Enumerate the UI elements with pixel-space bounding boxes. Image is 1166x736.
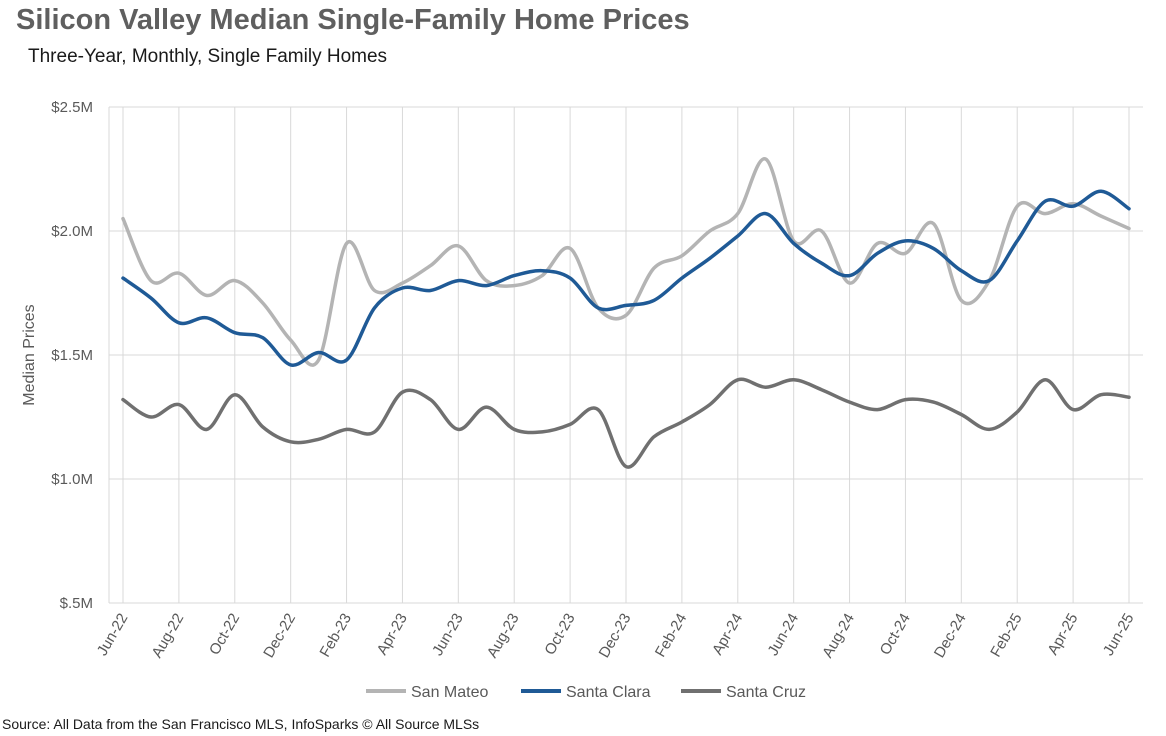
chart-subtitle: Three-Year, Monthly, Single Family Homes xyxy=(28,46,388,67)
x-tick-label: Apr-25 xyxy=(1044,611,1081,658)
gridlines xyxy=(108,106,1143,604)
legend-label-santa-clara: Santa Clara xyxy=(566,684,651,701)
x-tick-label: Oct-23 xyxy=(541,611,578,658)
y-tick-label: $1.0M xyxy=(51,471,93,488)
x-tick-label: Jun-22 xyxy=(94,611,132,659)
chart-title: Silicon Valley Median Single-Family Home… xyxy=(16,4,690,36)
x-axis-ticks: Jun-22 Aug-22 Oct-22 Dec-22 Feb-23 Apr-23 Jun-… xyxy=(94,610,1138,660)
x-tick-label: Aug-23 xyxy=(484,611,523,661)
legend-label-santa-cruz: Santa Cruz xyxy=(726,684,806,701)
legend: San Mateo Santa Clara Santa Cruz xyxy=(366,684,806,701)
x-tick-label: Jun-25 xyxy=(1100,611,1138,659)
series-line-san-mateo xyxy=(121,157,1131,367)
series-line-santa-cruz xyxy=(121,377,1131,469)
series-lines xyxy=(121,157,1131,469)
source-note: Source: All Data from the San Francisco … xyxy=(2,716,480,732)
x-tick-label: Jun-24 xyxy=(764,611,802,659)
x-tick-label: Jun-23 xyxy=(429,611,467,659)
y-tick-label: $2.5M xyxy=(51,99,93,116)
x-tick-label: Oct-24 xyxy=(877,611,914,658)
x-tick-label: Dec-23 xyxy=(596,611,635,661)
legend-label-san-mateo: San Mateo xyxy=(411,684,488,701)
y-axis-ticks: $.5M $1.0M $1.5M $2.0M $2.5M xyxy=(51,99,93,612)
x-tick-label: Feb-25 xyxy=(987,610,1025,660)
x-tick-label: Dec-24 xyxy=(931,611,970,661)
x-tick-label: Apr-24 xyxy=(709,611,746,658)
y-tick-label: $2.0M xyxy=(51,223,93,240)
x-tick-label: Feb-23 xyxy=(317,611,355,661)
x-tick-label: Feb-24 xyxy=(652,611,690,661)
x-tick-label: Dec-22 xyxy=(260,611,299,661)
y-tick-label: $1.5M xyxy=(51,347,93,364)
x-tick-label: Apr-23 xyxy=(374,611,411,658)
y-axis-title: Median Prices xyxy=(21,304,38,405)
series-line-santa-clara xyxy=(121,189,1131,367)
x-tick-label: Aug-24 xyxy=(819,611,858,661)
x-tick-label: Aug-22 xyxy=(148,611,187,661)
x-tick-label: Oct-22 xyxy=(206,611,243,658)
y-tick-label: $.5M xyxy=(60,595,93,612)
